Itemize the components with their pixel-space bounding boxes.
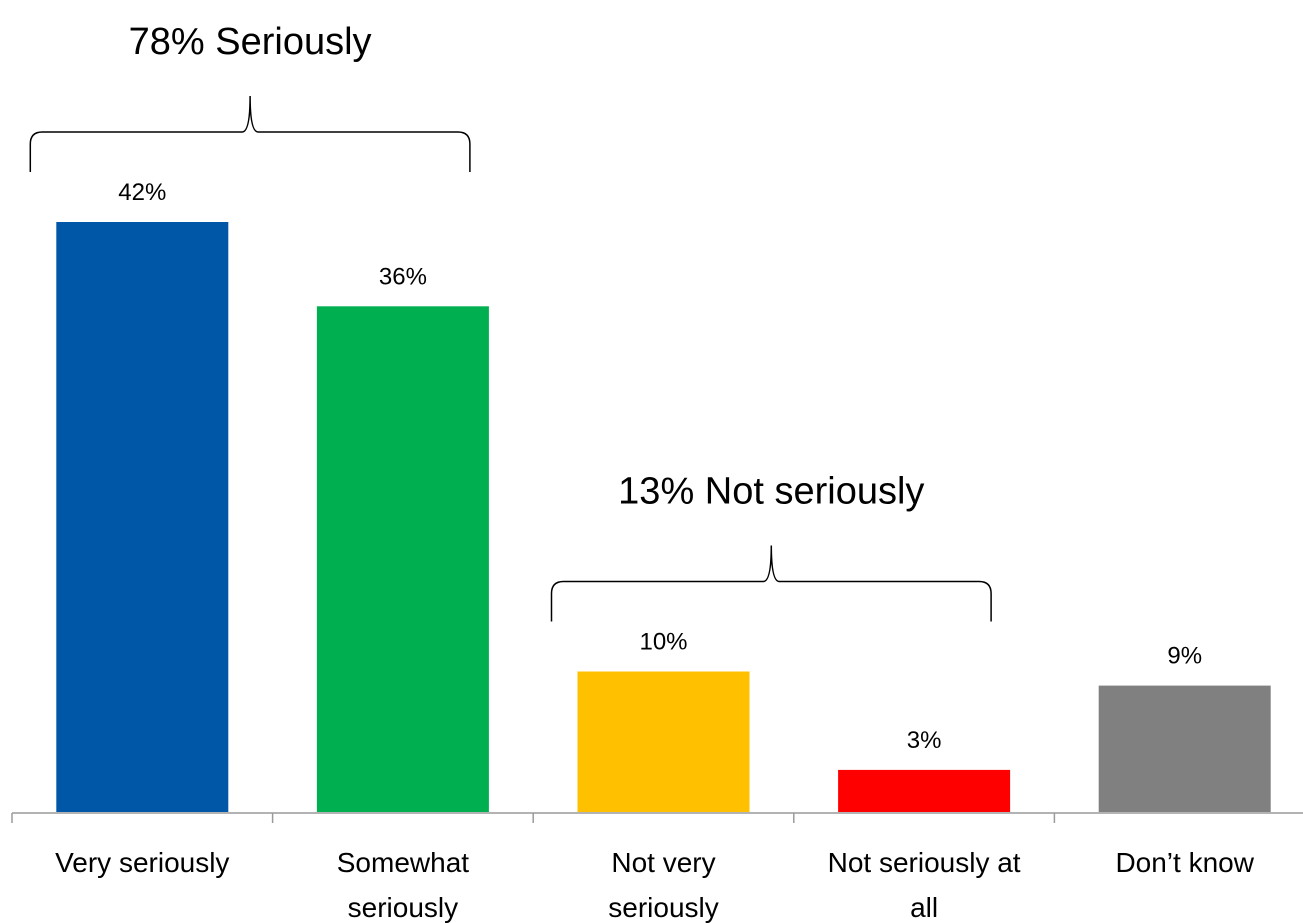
group-label: 78% Seriously bbox=[129, 21, 372, 63]
bar bbox=[316, 306, 489, 812]
bar bbox=[56, 222, 229, 812]
data-label: 3% bbox=[907, 727, 942, 754]
category-label: Very seriously bbox=[55, 847, 229, 878]
bar bbox=[1098, 685, 1271, 812]
group-brace bbox=[29, 95, 471, 172]
category-label: Not very bbox=[611, 847, 715, 878]
bar bbox=[577, 671, 750, 812]
category-label: seriously bbox=[348, 892, 458, 923]
bar bbox=[838, 769, 1011, 812]
category-label: Not seriously at bbox=[828, 847, 1021, 878]
data-label: 10% bbox=[639, 629, 687, 656]
data-label: 42% bbox=[118, 179, 166, 206]
category-label: all bbox=[910, 892, 938, 923]
category-label: Somewhat bbox=[337, 847, 470, 878]
group-brace bbox=[550, 545, 992, 622]
data-label: 36% bbox=[379, 263, 427, 290]
category-label: seriously bbox=[608, 892, 718, 923]
group-label: 13% Not seriously bbox=[618, 471, 924, 513]
data-label: 9% bbox=[1167, 643, 1202, 670]
category-label: Don’t know bbox=[1115, 847, 1254, 878]
